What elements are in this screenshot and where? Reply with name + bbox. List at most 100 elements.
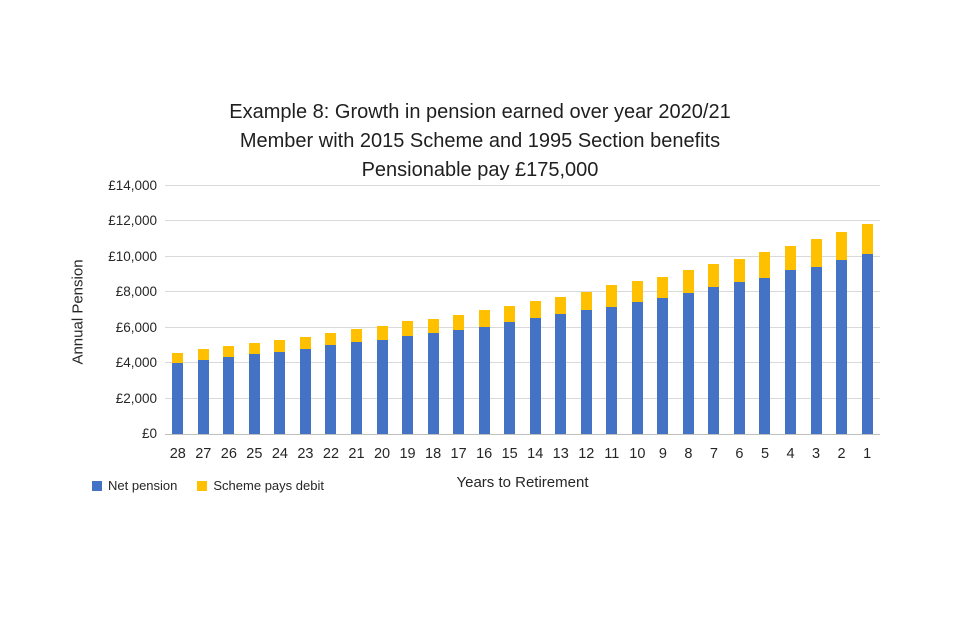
bar-segment-scheme-pays-debit <box>376 325 388 340</box>
x-tick-label: 6 <box>735 446 744 462</box>
bar-column-1 <box>854 186 880 434</box>
bar-segment-net-pension <box>810 266 822 434</box>
x-tick-label: 14 <box>527 446 544 462</box>
x-tick-label: 7 <box>709 446 718 462</box>
x-tick-label: 5 <box>760 446 770 462</box>
chart-title-line-3: Pensionable pay £175,000 <box>361 159 599 181</box>
stacked-bar <box>529 301 541 434</box>
bar-column-9 <box>650 186 676 434</box>
stacked-bar <box>453 315 465 434</box>
y-tick-label: £2,000 <box>115 390 157 406</box>
gridline <box>165 397 880 399</box>
bar-column-22 <box>318 186 344 434</box>
bar-segment-scheme-pays-debit <box>299 336 311 349</box>
bar-segment-scheme-pays-debit <box>529 301 541 319</box>
chart-title-line-2: Member with 2015 Scheme and 1995 Section… <box>239 130 721 152</box>
y-tick-label: £8,000 <box>115 284 157 300</box>
bar-column-11 <box>599 186 625 434</box>
bar-segment-net-pension <box>785 270 797 434</box>
stacked-bar <box>785 245 797 434</box>
bar-column-23 <box>293 186 319 434</box>
bar-segment-net-pension <box>580 310 592 434</box>
x-tick-label: 3 <box>812 446 821 462</box>
bar-column-10 <box>625 186 651 434</box>
bar-column-8 <box>676 186 702 434</box>
bar-segment-net-pension <box>402 336 414 434</box>
bar-segment-net-pension <box>759 277 771 434</box>
bar-column-3 <box>803 186 829 434</box>
bar-column-4 <box>778 186 804 434</box>
stacked-bar <box>274 339 286 434</box>
stacked-bar <box>657 276 669 434</box>
bar-segment-net-pension <box>555 313 567 434</box>
bar-column-26 <box>216 186 242 434</box>
bar-segment-net-pension <box>861 253 873 434</box>
legend-item: Scheme pays debit <box>197 478 324 493</box>
bar-column-7 <box>701 186 727 434</box>
gridline <box>165 220 880 222</box>
chart-title: Example 8: Growth in pension earned over… <box>0 98 960 185</box>
bar-segment-scheme-pays-debit <box>861 223 873 254</box>
bar-column-6 <box>727 186 753 434</box>
bar-segment-net-pension <box>299 348 311 434</box>
x-tick-label: 1 <box>863 446 872 462</box>
bar-segment-scheme-pays-debit <box>325 333 337 346</box>
bar-column-19 <box>395 186 421 434</box>
x-tick-label: 22 <box>322 446 340 462</box>
x-tick-label: 24 <box>271 446 288 462</box>
stacked-bar <box>376 325 388 434</box>
bar-segment-scheme-pays-debit <box>478 310 490 327</box>
bar-segment-net-pension <box>427 332 439 434</box>
x-tick-label: 20 <box>373 446 391 462</box>
bar-segment-scheme-pays-debit <box>733 258 745 282</box>
bar-segment-scheme-pays-debit <box>274 339 286 352</box>
legend-label: Scheme pays debit <box>213 478 324 493</box>
stacked-bar <box>682 269 694 434</box>
bar-column-17 <box>446 186 472 434</box>
bar-column-24 <box>267 186 293 434</box>
bar-segment-net-pension <box>708 287 720 434</box>
bar-segment-scheme-pays-debit <box>631 281 643 302</box>
legend: Net pension Scheme pays debit <box>92 478 324 493</box>
bar-segment-scheme-pays-debit <box>606 285 618 307</box>
bar-segment-net-pension <box>453 330 465 434</box>
bar-segment-scheme-pays-debit <box>453 315 465 330</box>
stacked-bar <box>708 264 720 434</box>
y-tick-label: £10,000 <box>108 248 157 264</box>
bar-column-15 <box>497 186 523 434</box>
x-tick-label: 13 <box>552 446 569 462</box>
bar-segment-scheme-pays-debit <box>350 329 362 343</box>
x-tick-label: 2 <box>837 446 846 462</box>
x-tick-label: 8 <box>684 446 693 462</box>
x-tick-label: 19 <box>399 446 416 462</box>
bar-column-12 <box>574 186 600 434</box>
stacked-bar <box>478 310 490 434</box>
x-axis-title: Years to Retirement <box>456 474 589 491</box>
bar-segment-net-pension <box>197 360 209 434</box>
bar-segment-net-pension <box>657 297 669 434</box>
stacked-bar <box>631 281 643 434</box>
stacked-bar <box>555 297 567 434</box>
x-tick-label: 25 <box>246 446 263 462</box>
bar-segment-net-pension <box>172 363 184 434</box>
bar-segment-net-pension <box>478 326 490 434</box>
x-tick-label: 23 <box>297 446 314 462</box>
stacked-bar <box>861 223 873 434</box>
bar-segment-net-pension <box>836 260 848 434</box>
plot-area <box>165 185 880 435</box>
stacked-bar <box>810 239 822 434</box>
bar-segment-net-pension <box>325 345 337 434</box>
bar-segment-net-pension <box>733 282 745 434</box>
bar-segment-scheme-pays-debit <box>682 269 694 293</box>
gridline <box>165 291 880 293</box>
stacked-bar <box>733 258 745 434</box>
stacked-bar <box>580 292 592 434</box>
bar-column-20 <box>369 186 395 434</box>
stacked-bar <box>350 329 362 434</box>
bar-segment-net-pension <box>631 301 643 434</box>
legend-item: Net pension <box>92 478 177 493</box>
x-tick-label: 4 <box>786 446 795 462</box>
x-axis-labels: 28 27 26 25 24 23 22 21 20 19 18 17 16 15 14 13 12 11 10 9 8… <box>165 446 880 462</box>
bar-segment-net-pension <box>248 353 260 434</box>
